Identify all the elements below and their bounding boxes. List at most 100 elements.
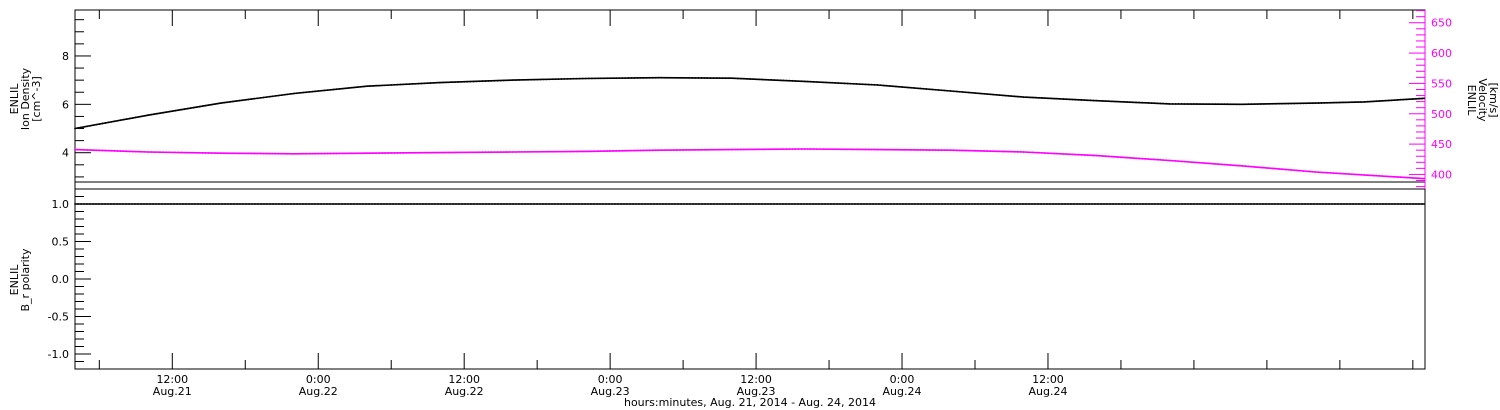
velocity-point bbox=[134, 150, 137, 153]
br-polarity-point bbox=[689, 203, 691, 205]
ion-density-point bbox=[545, 78, 548, 81]
velocity-point bbox=[460, 151, 462, 154]
velocity-point bbox=[95, 149, 98, 152]
br-polarity-point bbox=[569, 203, 571, 205]
ion-density-point bbox=[1235, 103, 1238, 106]
velocity-point bbox=[539, 150, 542, 153]
br-polarity-point bbox=[1283, 203, 1285, 205]
ion-density-point bbox=[539, 78, 542, 81]
ion-density-point bbox=[305, 91, 307, 94]
ion-density-point bbox=[214, 103, 216, 105]
velocity-point bbox=[542, 150, 545, 153]
ion-density-point bbox=[581, 77, 584, 80]
br-polarity-point bbox=[695, 203, 697, 205]
br-polarity-point bbox=[203, 203, 205, 205]
br-polarity-point bbox=[1394, 203, 1396, 205]
br-polarity-point bbox=[110, 203, 112, 205]
br-polarity-point bbox=[1250, 203, 1252, 205]
br-polarity-point bbox=[1205, 203, 1207, 205]
velocity-point bbox=[800, 148, 803, 150]
ion-density-point bbox=[1031, 96, 1034, 99]
ion-density-point bbox=[238, 99, 241, 102]
ion-density-point bbox=[1177, 103, 1180, 105]
velocity-point bbox=[843, 148, 846, 151]
ion-density-point bbox=[1278, 102, 1280, 105]
br-polarity-point bbox=[794, 203, 796, 205]
velocity-point bbox=[286, 152, 289, 155]
velocity-point bbox=[280, 152, 283, 155]
velocity-point bbox=[283, 152, 286, 155]
velocity-point bbox=[238, 152, 241, 155]
br-polarity-point bbox=[143, 203, 145, 205]
velocity-point bbox=[782, 148, 785, 151]
br-polarity-point bbox=[1319, 203, 1321, 205]
br-polarity-point bbox=[692, 203, 694, 205]
velocity-point bbox=[442, 151, 444, 154]
velocity-point bbox=[864, 148, 867, 151]
velocity-point bbox=[861, 148, 864, 151]
br-polarity-point bbox=[1307, 203, 1309, 205]
br-polarity-point bbox=[494, 203, 496, 205]
ion-density-point bbox=[171, 110, 174, 113]
br-polarity-point bbox=[383, 203, 385, 205]
ion-density-point bbox=[1095, 99, 1098, 102]
velocity-point bbox=[232, 152, 235, 155]
br-polarity-point bbox=[698, 203, 700, 205]
ion-density-point bbox=[247, 98, 250, 101]
br-polarity-point bbox=[1124, 203, 1126, 205]
ion-density-point bbox=[603, 77, 605, 80]
velocity-point bbox=[262, 152, 265, 155]
ion-density-point bbox=[946, 89, 949, 92]
br-polarity-point bbox=[686, 203, 688, 205]
velocity-point bbox=[247, 152, 250, 155]
ion-density-point bbox=[1384, 99, 1387, 102]
velocity-point bbox=[919, 149, 922, 151]
ion-density-point bbox=[1220, 103, 1223, 106]
ion-density-point bbox=[1214, 103, 1217, 106]
top-right-tick-label: 550 bbox=[1431, 77, 1452, 90]
velocity-point bbox=[314, 152, 317, 155]
velocity-point bbox=[420, 151, 423, 154]
velocity-point bbox=[740, 148, 742, 151]
velocity-point bbox=[1129, 157, 1131, 159]
velocity-point bbox=[235, 152, 238, 155]
velocity-point bbox=[700, 148, 703, 151]
x-tick-label-date: Aug.21 bbox=[153, 385, 192, 398]
velocity-point bbox=[347, 152, 350, 155]
velocity-point bbox=[323, 152, 326, 155]
ion-density-point bbox=[828, 81, 830, 84]
br-polarity-point bbox=[1010, 203, 1012, 205]
velocity-point bbox=[220, 152, 222, 155]
velocity-point bbox=[1214, 163, 1217, 165]
br-polarity-point bbox=[1214, 203, 1216, 205]
velocity-point bbox=[527, 151, 529, 153]
br-polarity-point bbox=[1406, 203, 1408, 205]
br-polarity-point bbox=[1310, 203, 1312, 205]
ion-density-point bbox=[961, 91, 964, 93]
br-polarity-point bbox=[1199, 203, 1201, 205]
ion-density-point bbox=[986, 93, 989, 95]
bottom-left-tick-label: 0.5 bbox=[52, 236, 70, 249]
ion-density-point bbox=[1281, 102, 1283, 105]
velocity-point bbox=[387, 152, 390, 154]
velocity-point bbox=[575, 150, 578, 153]
velocity-point bbox=[524, 151, 526, 153]
br-polarity-point bbox=[1274, 203, 1276, 205]
velocity-point bbox=[1138, 157, 1141, 160]
br-polarity-point bbox=[860, 203, 862, 205]
ion-density-point bbox=[563, 78, 566, 80]
top-left-axis-title-line2: Ion Density bbox=[19, 67, 32, 130]
br-polarity-point bbox=[1004, 203, 1006, 205]
br-polarity-point bbox=[245, 203, 247, 205]
ion-density-point bbox=[372, 85, 374, 87]
br-polarity-point bbox=[584, 203, 586, 205]
br-polarity-point bbox=[1064, 203, 1066, 205]
br-polarity-point bbox=[347, 203, 349, 205]
velocity-point bbox=[308, 152, 310, 155]
velocity-point bbox=[1165, 159, 1168, 162]
br-polarity-point bbox=[479, 203, 481, 205]
velocity-point bbox=[770, 148, 773, 151]
br-polarity-point bbox=[749, 203, 751, 205]
br-polarity-point bbox=[74, 203, 76, 205]
ion-density-point bbox=[210, 103, 213, 106]
